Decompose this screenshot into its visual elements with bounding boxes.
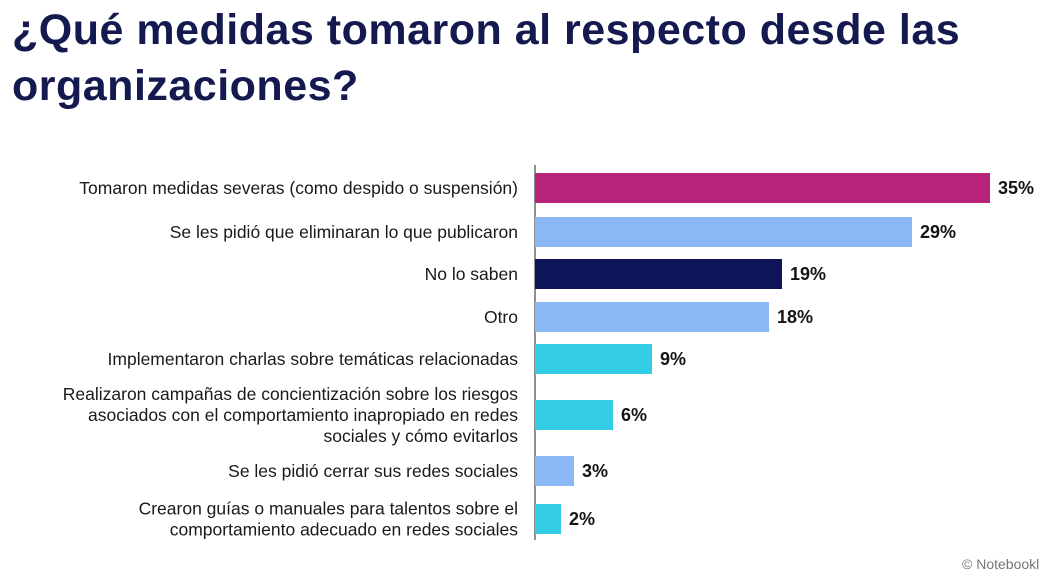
- category-label: Crearon guías o manuales para talentos s…: [139, 499, 519, 540]
- value-label: 9%: [660, 349, 686, 369]
- value-label: 19%: [790, 264, 826, 284]
- value-label: 18%: [777, 307, 813, 327]
- category-label-line: sociales y cómo evitarlos: [323, 426, 518, 446]
- category-label-line: Se les pidió que eliminaran lo que publi…: [170, 222, 518, 242]
- bar: [535, 344, 652, 374]
- category-label: No lo saben: [425, 264, 518, 284]
- category-label-line: No lo saben: [425, 264, 518, 284]
- value-label: 6%: [621, 405, 647, 425]
- category-label: Otro: [484, 307, 518, 327]
- category-label: Se les pidió cerrar sus redes sociales: [228, 461, 518, 481]
- category-label-line: asociados con el comportamiento inapropi…: [88, 405, 518, 425]
- category-label: Implementaron charlas sobre temáticas re…: [108, 349, 519, 369]
- value-label: 35%: [998, 178, 1034, 198]
- category-label-line: Realizaron campañas de concientización s…: [63, 384, 518, 404]
- value-label: 29%: [920, 222, 956, 242]
- category-label-line: comportamiento adecuado en redes sociale…: [170, 520, 519, 540]
- bar: [535, 302, 769, 332]
- category-label-line: Otro: [484, 307, 518, 327]
- bar: [535, 504, 561, 534]
- category-label-line: Se les pidió cerrar sus redes sociales: [228, 461, 518, 481]
- bar: [535, 259, 782, 289]
- bar: [535, 400, 613, 430]
- value-label: 3%: [582, 461, 608, 481]
- bar: [535, 456, 574, 486]
- category-label-line: Implementaron charlas sobre temáticas re…: [108, 349, 519, 369]
- category-label: Realizaron campañas de concientización s…: [63, 384, 518, 446]
- category-label: Tomaron medidas severas (como despido o …: [79, 178, 518, 198]
- category-label-line: Tomaron medidas severas (como despido o …: [79, 178, 518, 198]
- bar: [535, 217, 912, 247]
- value-label: 2%: [569, 509, 595, 529]
- category-label-line: Crearon guías o manuales para talentos s…: [139, 499, 518, 519]
- page-title: ¿Qué medidas tomaron al respecto desde l…: [12, 6, 961, 110]
- bar: [535, 173, 990, 203]
- watermark: © Notebookl: [962, 556, 1040, 572]
- category-label: Se les pidió que eliminaran lo que publi…: [170, 222, 518, 242]
